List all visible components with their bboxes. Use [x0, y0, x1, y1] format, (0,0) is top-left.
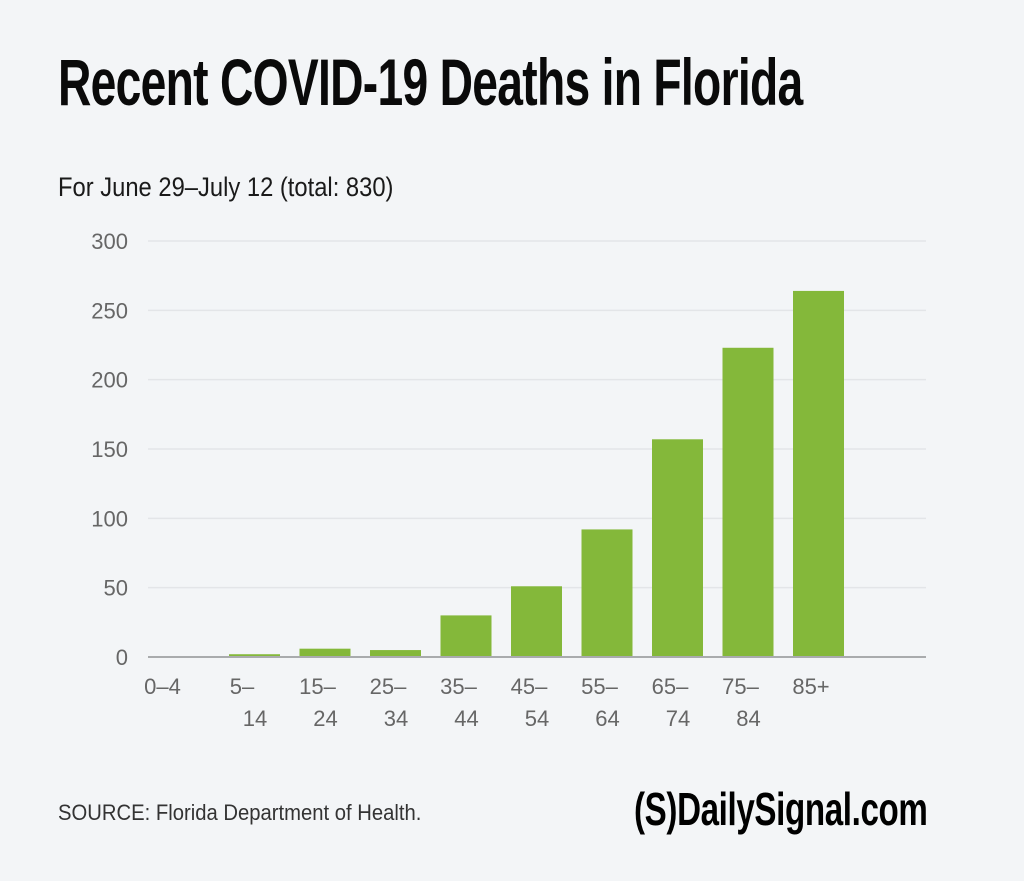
x-tick-label: 5–	[230, 674, 255, 699]
x-tick-label: 35–	[440, 674, 477, 699]
bar	[370, 650, 421, 657]
x-tick-label: 75–	[722, 674, 759, 699]
x-tick-label: 44	[454, 706, 478, 731]
bar	[511, 586, 562, 657]
y-tick-label: 50	[104, 576, 128, 601]
y-tick-label: 100	[91, 506, 128, 531]
bar	[652, 439, 703, 657]
daily-signal-logo: (S)DailySignal.com	[634, 783, 928, 835]
y-tick-label: 200	[91, 368, 128, 393]
y-tick-label: 250	[91, 298, 128, 323]
bar	[440, 615, 492, 657]
y-tick-label: 300	[91, 229, 128, 254]
y-tick-label: 150	[91, 437, 128, 462]
bar	[793, 290, 844, 657]
x-tick-label: 14	[243, 706, 267, 731]
x-tick-label: 24	[313, 706, 337, 731]
bar	[722, 347, 774, 657]
x-tick-label: 84	[736, 706, 760, 731]
x-tick-label: 34	[384, 706, 408, 731]
x-tick-label: 45–	[511, 674, 548, 699]
chart-title: Recent COVID-19 Deaths in Florida	[58, 45, 803, 119]
y-axis-ticks: 0 50 100 150 200 250 300	[91, 229, 128, 670]
x-tick-label: 85+	[792, 674, 829, 699]
bars	[229, 290, 844, 657]
bar	[229, 654, 280, 657]
x-tick-label: 0–4	[144, 674, 181, 699]
bar	[299, 648, 351, 657]
bar	[581, 529, 633, 657]
y-tick-label: 0	[116, 645, 128, 670]
source-note: SOURCE: Florida Department of Health.	[58, 800, 422, 825]
x-tick-label: 25–	[370, 674, 407, 699]
x-axis-ticks: 0–4 5– 14 15– 24 25– 34 35– 44 45– 54 55– 64 65– 74 75–…	[144, 674, 830, 731]
x-tick-label: 54	[525, 706, 549, 731]
x-tick-label: 64	[595, 706, 619, 731]
x-tick-label: 65–	[652, 674, 689, 699]
x-tick-label: 15–	[299, 674, 336, 699]
chart-subtitle: For June 29–July 12 (total: 830)	[58, 172, 394, 202]
x-tick-label: 55–	[581, 674, 618, 699]
x-tick-label: 74	[666, 706, 690, 731]
